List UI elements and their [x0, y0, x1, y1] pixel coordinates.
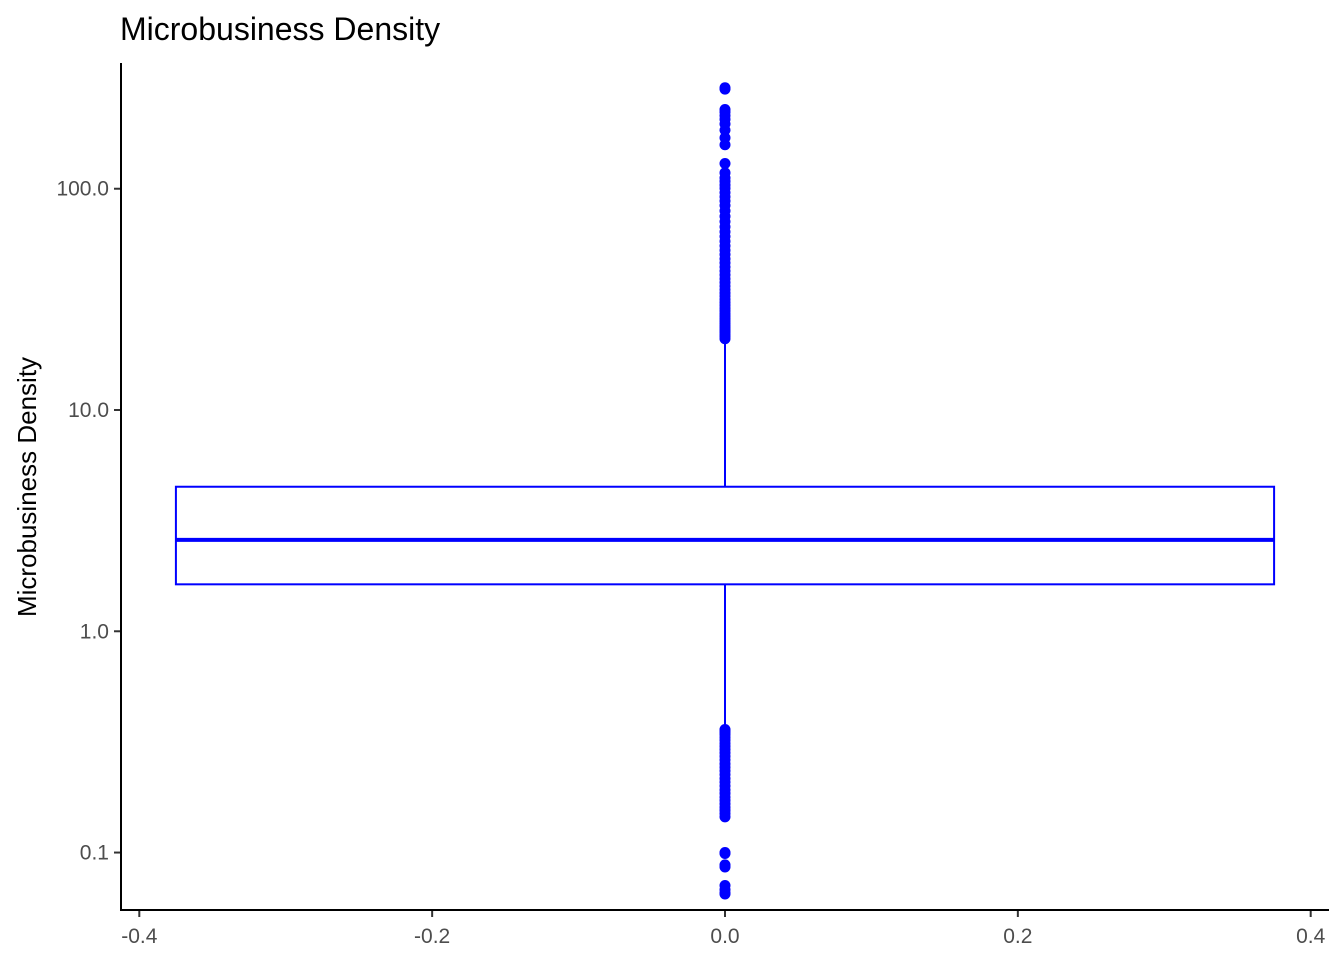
outlier-point-low: [719, 723, 731, 735]
y-tick-label: 10.0: [68, 399, 109, 422]
outlier-point-high: [719, 158, 731, 170]
outlier-point-high: [719, 104, 731, 116]
outlier-point-high: [719, 167, 731, 179]
y-tick-label: 100.0: [56, 178, 109, 201]
iqr-box: [174, 485, 1276, 586]
outlier-point-high: [719, 132, 731, 144]
outlier-point-low: [719, 888, 731, 900]
x-tick-label: -0.2: [414, 925, 450, 948]
x-tick-label: 0.0: [710, 925, 739, 948]
y-axis-ticks: 0.1 1.0 10.0 100.0: [56, 178, 121, 865]
y-tick-label: 0.1: [80, 842, 109, 865]
x-axis-ticks: -0.4 -0.2 0.0 0.2 0.4: [121, 910, 1326, 948]
outlier-point-low: [719, 848, 731, 860]
outlier-point-high: [719, 82, 731, 94]
x-tick-label: 0.2: [1003, 925, 1032, 948]
outlier-point-low: [719, 861, 731, 873]
x-tick-label: 0.4: [1296, 925, 1326, 948]
chart-title: Microbusiness Density: [120, 11, 440, 47]
x-tick-label: -0.4: [121, 925, 158, 948]
y-tick-label: 1.0: [80, 620, 109, 643]
plot-area: [174, 82, 1276, 900]
y-axis-title: Microbusiness Density: [12, 357, 42, 617]
